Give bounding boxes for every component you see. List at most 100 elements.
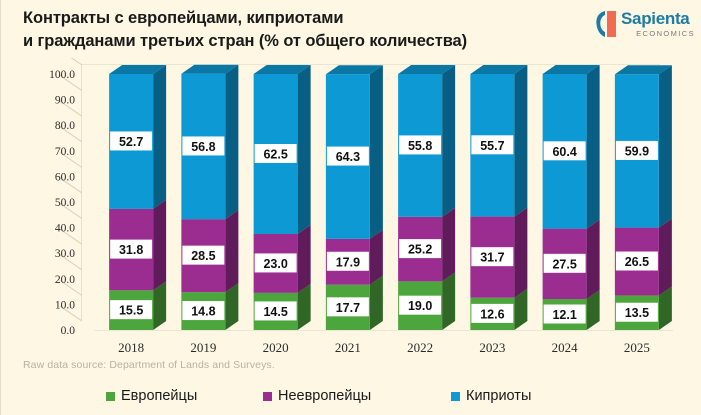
bar-side-face xyxy=(586,290,600,330)
y-axis-tick: 20.0 xyxy=(55,274,75,286)
bar-top-face xyxy=(542,65,600,74)
data-label-background xyxy=(254,144,297,163)
legend-item-non-europeans[interactable]: Неевропейцы xyxy=(263,388,371,404)
bar-top-face xyxy=(253,65,311,74)
data-label-background xyxy=(543,253,586,273)
legend-item-europeans[interactable]: Европейцы xyxy=(106,388,197,404)
y-axis-tick: 30.0 xyxy=(55,248,75,260)
y-axis-tick: 90.0 xyxy=(55,95,75,107)
x-axis-tick-labels: 2018 2019 2020 2021 2022 2023 2024 2025 xyxy=(118,340,650,355)
bar-top-face xyxy=(614,65,672,75)
legend-label-non-europeans: Неевропейцы xyxy=(278,388,372,404)
bar-top-face xyxy=(181,64,239,74)
data-label: 25.2 xyxy=(408,243,432,257)
data-label-background xyxy=(182,245,225,265)
bar-side-face xyxy=(369,229,383,285)
x-axis-tick: 2020 xyxy=(263,340,289,355)
x-axis-tick: 2024 xyxy=(552,340,579,355)
bar-side-face xyxy=(442,65,456,217)
data-label: 23.0 xyxy=(263,257,287,271)
page-title-line-1: Контракты с европейцами, киприотами xyxy=(23,9,344,27)
data-label-background xyxy=(110,300,153,320)
data-label-background xyxy=(399,239,442,259)
data-label-background xyxy=(326,251,369,271)
bar-side-face xyxy=(297,283,311,330)
bar-top-face xyxy=(470,65,528,74)
data-label-background xyxy=(471,135,514,155)
bar-side-face xyxy=(586,219,600,300)
bar-side-face xyxy=(297,65,311,234)
data-label: 13.5 xyxy=(625,306,649,320)
data-label-background xyxy=(110,131,153,151)
data-label-background xyxy=(182,136,225,156)
x-axis-tick: 2021 xyxy=(335,340,361,355)
y-axis-tick: 40.0 xyxy=(55,223,75,235)
data-label: 17.9 xyxy=(336,255,360,269)
data-label-background xyxy=(110,239,153,259)
data-label: 31.8 xyxy=(119,243,143,257)
chart-plot-area: 0.0 10.0 20.0 30.0 40.0 50.0 60.0 70.0 80.0 90.0 1… xyxy=(1,58,701,358)
bar-side-face xyxy=(442,207,456,282)
data-label: 64.3 xyxy=(336,150,360,164)
x-axis-tick: 2025 xyxy=(624,340,650,355)
data-label: 19.0 xyxy=(408,299,432,313)
data-label-background xyxy=(326,297,369,317)
logo-subtitle: ECONOMICS xyxy=(636,29,695,38)
chart-data-labels: 15.5 31.8 52.7 14.8 28.5 56.8 14.5 23.0 62.5 17.7… xyxy=(110,131,658,324)
bar-side-face xyxy=(153,65,167,209)
y-axis-tick-labels: 0.0 10.0 20.0 30.0 40.0 50.0 60.0 70.0 80.0 90.0 1… xyxy=(49,69,75,337)
legend-label-cypriots: Киприоты xyxy=(466,388,532,404)
data-label-background xyxy=(543,304,586,324)
bar-side-face xyxy=(369,65,383,239)
bar-side-face xyxy=(225,64,239,220)
logo-mark-icon xyxy=(596,11,616,37)
page-title: Контракты с европейцами, киприотами и гр… xyxy=(23,7,583,53)
x-axis-tick: 2018 xyxy=(118,340,144,355)
data-label-background xyxy=(326,146,369,166)
y-axis-tick: 70.0 xyxy=(55,146,75,158)
stacked-bar-chart: 0.0 10.0 20.0 30.0 40.0 50.0 60.0 70.0 80.0 90.0 1… xyxy=(49,58,673,355)
bar-side-face xyxy=(514,288,528,330)
data-label: 60.4 xyxy=(552,145,576,159)
x-axis-tick: 2022 xyxy=(407,340,433,355)
data-label-background xyxy=(254,253,297,273)
data-label-background xyxy=(471,303,514,323)
y-axis-tick: 60.0 xyxy=(55,171,75,183)
data-label: 59.9 xyxy=(625,144,649,158)
bar-side-face xyxy=(658,286,672,330)
data-label-background xyxy=(399,135,442,155)
bar-side-face xyxy=(297,225,311,293)
bar-top-face xyxy=(109,65,167,74)
logo-text: Sapienta ECONOMICS xyxy=(621,9,695,38)
y-axis-tick: 80.0 xyxy=(55,120,75,132)
data-label: 28.5 xyxy=(191,249,215,263)
bar-side-face xyxy=(514,65,528,217)
y-axis-tick: 50.0 xyxy=(55,197,75,209)
data-label: 17.7 xyxy=(336,301,360,315)
legend-item-cypriots[interactable]: Киприоты xyxy=(451,388,531,404)
data-label: 14.5 xyxy=(263,305,287,319)
logo-wordmark: Sapienta xyxy=(621,9,690,28)
bar-side-face xyxy=(658,65,672,228)
legend-label-europeans: Европейцы xyxy=(121,388,198,404)
chart-legend: Европейцы Неевропейцы Киприоты xyxy=(1,383,701,409)
data-label: 55.7 xyxy=(480,139,504,153)
legend-swatch-cypriots xyxy=(451,391,460,401)
data-label: 27.5 xyxy=(552,257,576,271)
page-title-line-2: и гражданами третьих стран (% от общего … xyxy=(23,31,467,50)
bar-side-face xyxy=(369,275,383,330)
bar-top-face xyxy=(325,65,383,75)
data-label-background xyxy=(182,301,225,321)
data-label: 52.7 xyxy=(119,135,143,149)
data-label: 15.5 xyxy=(119,304,143,318)
bar-side-face xyxy=(586,65,600,229)
bar-side-face xyxy=(442,272,456,330)
data-label-background xyxy=(615,251,658,271)
x-axis-tick: 2019 xyxy=(190,340,216,355)
bar-side-face xyxy=(153,199,167,291)
data-label: 14.8 xyxy=(191,305,215,319)
data-label-background xyxy=(254,301,297,321)
data-label: 12.1 xyxy=(552,308,576,322)
data-label: 26.5 xyxy=(625,255,649,269)
